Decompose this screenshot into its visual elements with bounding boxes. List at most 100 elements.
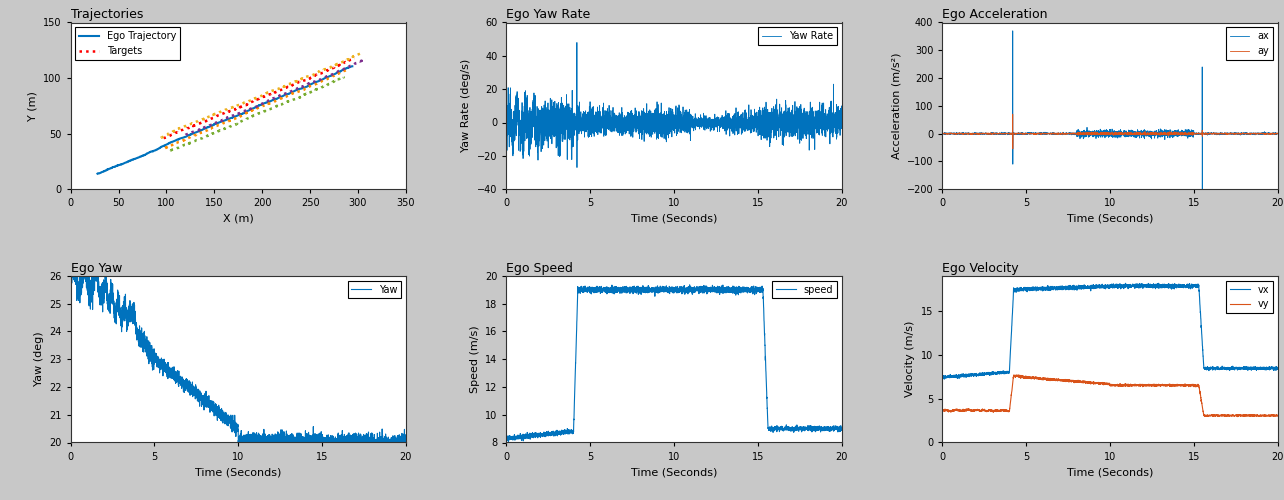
speed	[501, 438, 516, 444]
ay	[1179, 130, 1194, 136]
Ego Trajectory	[209, 120, 225, 126]
Legend: ax, ay: ax, ay	[1226, 28, 1272, 60]
Legend: Ego Trajectory, Targets: Ego Trajectory, Targets	[76, 28, 180, 60]
Targets	[343, 56, 358, 62]
Ego Trajectory	[344, 64, 360, 70]
Yaw	[398, 438, 413, 444]
ay	[935, 130, 950, 136]
Text: Ego Speed: Ego Speed	[506, 262, 574, 274]
speed	[808, 426, 823, 432]
Yaw	[388, 446, 403, 452]
vy	[1076, 380, 1091, 386]
vy	[1270, 412, 1284, 418]
ay	[1270, 131, 1284, 137]
ax	[1243, 130, 1258, 136]
vy	[1230, 414, 1245, 420]
Yaw Rate	[642, 117, 657, 123]
vy	[1260, 412, 1275, 418]
vx	[1179, 282, 1194, 288]
X-axis label: Time (Seconds): Time (Seconds)	[630, 467, 718, 477]
vx	[1150, 280, 1166, 286]
ax	[1194, 196, 1210, 202]
ax	[1260, 131, 1275, 137]
Ego Trajectory	[198, 126, 213, 132]
vx	[1079, 284, 1094, 290]
Targets	[155, 136, 171, 141]
Line: Targets: Targets	[163, 58, 354, 138]
Yaw Rate	[659, 120, 674, 126]
Yaw	[222, 420, 238, 426]
vy	[935, 408, 950, 414]
Line: Yaw Rate: Yaw Rate	[506, 42, 842, 168]
ax	[1270, 130, 1284, 136]
ax	[935, 130, 950, 136]
speed	[682, 282, 697, 288]
Yaw	[353, 452, 369, 458]
X-axis label: X (m): X (m)	[223, 214, 254, 224]
Line: Ego Trajectory: Ego Trajectory	[98, 66, 352, 174]
Yaw Rate	[569, 164, 584, 170]
X-axis label: Time (Seconds): Time (Seconds)	[1067, 214, 1153, 224]
Yaw Rate	[639, 126, 655, 132]
vy	[1179, 382, 1194, 388]
vx	[936, 376, 951, 382]
Text: Ego Acceleration: Ego Acceleration	[942, 8, 1048, 22]
Targets	[227, 106, 243, 112]
ay	[1076, 130, 1091, 136]
Y-axis label: Speed (m/s): Speed (m/s)	[470, 326, 479, 393]
X-axis label: Time (Seconds): Time (Seconds)	[195, 467, 281, 477]
Ego Trajectory	[344, 64, 360, 70]
Yaw Rate	[569, 40, 584, 46]
Line: ax: ax	[942, 31, 1278, 199]
speed	[659, 286, 674, 292]
Yaw	[204, 404, 220, 409]
X-axis label: Time (Seconds): Time (Seconds)	[630, 214, 718, 224]
ax	[1079, 133, 1094, 139]
vx	[1094, 283, 1109, 289]
Text: Trajectories: Trajectories	[71, 8, 143, 22]
ay	[1260, 130, 1275, 136]
Targets	[235, 104, 250, 110]
Legend: Yaw: Yaw	[348, 280, 401, 298]
Y-axis label: Yaw (deg): Yaw (deg)	[33, 332, 44, 386]
Yaw Rate	[742, 122, 758, 128]
vy	[1243, 412, 1258, 418]
Targets	[178, 126, 194, 132]
speed	[642, 288, 657, 294]
vy	[1079, 379, 1094, 385]
Ego Trajectory	[324, 72, 339, 78]
speed	[824, 426, 840, 432]
Y-axis label: Yaw Rate (deg/s): Yaw Rate (deg/s)	[461, 59, 471, 152]
Yaw Rate	[824, 124, 840, 130]
Ego Trajectory	[195, 126, 211, 132]
ax	[1094, 130, 1109, 136]
vx	[1270, 366, 1284, 372]
Yaw	[371, 440, 386, 446]
Yaw	[307, 438, 322, 444]
Legend: vx, vy: vx, vy	[1226, 280, 1272, 314]
Yaw	[65, 250, 81, 256]
ax	[1179, 128, 1194, 134]
Text: Ego Yaw: Ego Yaw	[71, 262, 122, 274]
vx	[1243, 366, 1258, 372]
Y-axis label: Acceleration (m/s²): Acceleration (m/s²)	[891, 52, 901, 159]
ax	[1076, 132, 1091, 138]
vy	[1094, 380, 1109, 386]
Text: Ego Velocity: Ego Velocity	[942, 262, 1019, 274]
Targets	[189, 122, 204, 128]
speed	[742, 286, 758, 292]
Targets	[322, 66, 338, 72]
ay	[1243, 130, 1258, 136]
Yaw Rate	[498, 130, 514, 136]
Ego Trajectory	[90, 170, 105, 176]
vx	[935, 374, 950, 380]
Legend: Yaw Rate: Yaw Rate	[758, 28, 837, 45]
X-axis label: Time (Seconds): Time (Seconds)	[1067, 467, 1153, 477]
ay	[1005, 146, 1021, 152]
Ego Trajectory	[90, 170, 105, 176]
ay	[1094, 131, 1109, 137]
Yaw	[63, 270, 78, 276]
Yaw Rate	[808, 126, 823, 132]
vx	[1260, 365, 1275, 371]
Yaw Rate	[835, 104, 850, 110]
